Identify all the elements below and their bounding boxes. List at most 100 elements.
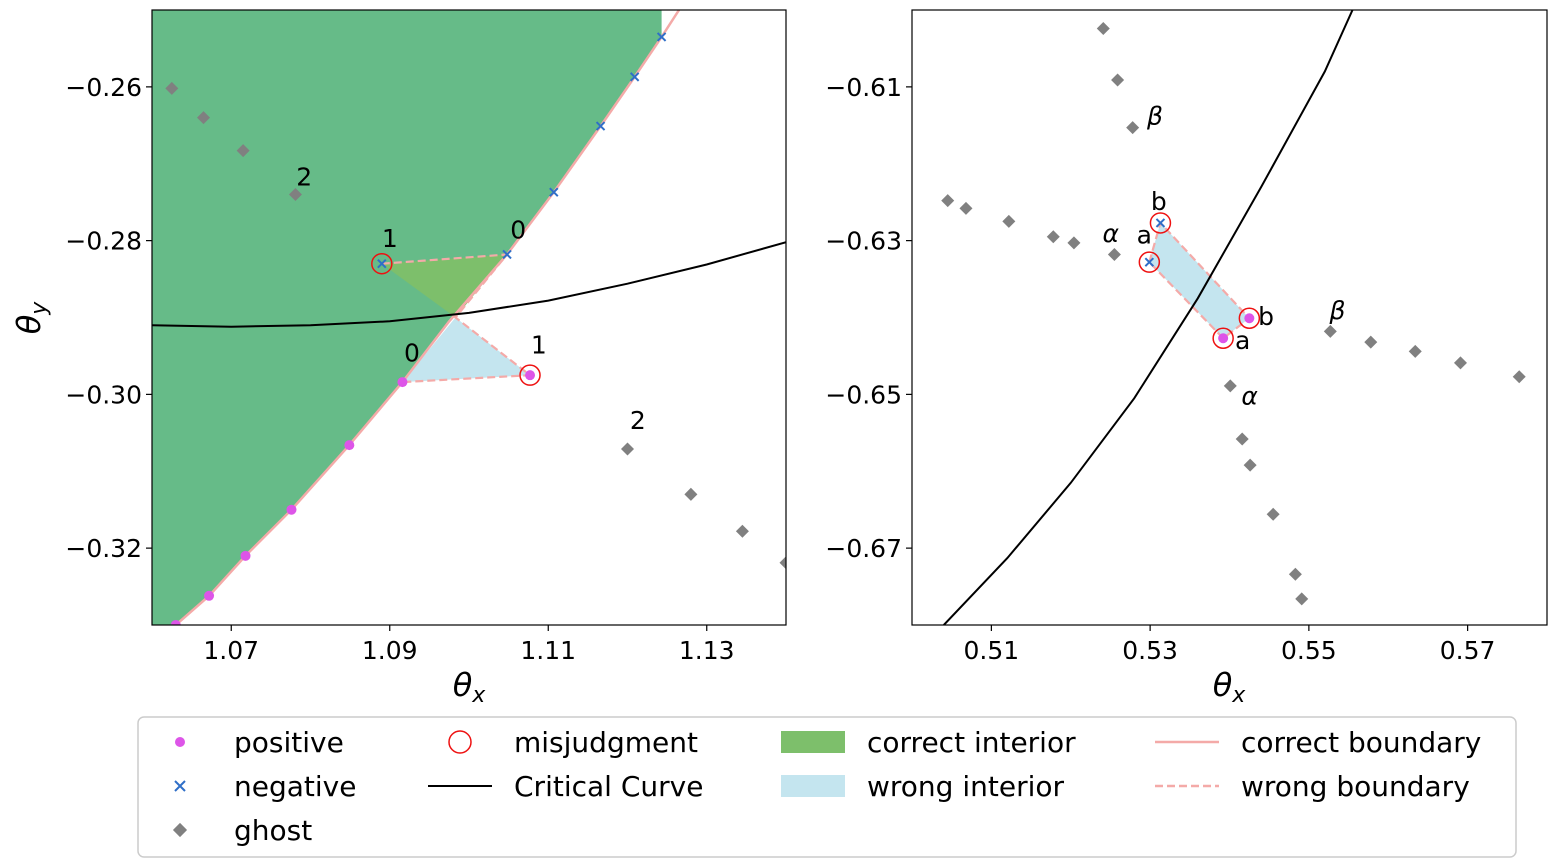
positive-point [286, 504, 297, 515]
y-tick-label: −0.67 [825, 534, 902, 563]
positive-point [170, 620, 181, 625]
x-tick-label: 1.13 [679, 636, 735, 665]
x-tick-label: 0.53 [1122, 636, 1178, 665]
misjudgment-circle [1238, 307, 1261, 330]
ghost-point [1453, 356, 1467, 370]
x-tick-label: 0.51 [964, 636, 1020, 665]
positive-point [240, 550, 251, 561]
ghost-point [1295, 592, 1309, 606]
ghost-point [1096, 21, 1110, 35]
legend-label: wrong interior [867, 770, 1065, 803]
misjudgment-circle [1149, 212, 1172, 234]
negative-point [1155, 218, 1166, 228]
x-tick-label: 0.57 [1440, 636, 1496, 665]
ghost-point [1111, 73, 1125, 87]
ghost-point [1107, 247, 1121, 261]
negative-point [377, 258, 387, 269]
point-annotation: α [1241, 381, 1258, 410]
left-axes-frame [151, 9, 787, 626]
right-axes-frame [911, 9, 1548, 626]
point-annotation: 0 [404, 338, 420, 367]
positive-point [344, 440, 355, 451]
positive-point [204, 590, 215, 601]
legend-entries: positive negative ghost misjudgment Critical… [172, 726, 1481, 847]
negative-point [502, 249, 512, 260]
y-tick-label: −0.30 [65, 380, 142, 409]
legend-misjudgment-marker [448, 730, 472, 754]
misjudgment-circle [1212, 327, 1234, 350]
legend-ghost-marker [172, 822, 188, 838]
legend-wrong-interior-patch [781, 775, 845, 797]
ghost-point [1408, 344, 1422, 358]
ghost-point [1288, 567, 1302, 581]
correct-interior-triangle [381, 254, 507, 318]
ghost-point [684, 487, 698, 501]
correct-interior-region [152, 10, 662, 625]
ghost-point [1512, 370, 1526, 384]
right-annotations: βbα ab βaα [1103, 102, 1346, 411]
legend-correct-interior-patch [781, 731, 845, 753]
left-x-axis-label: θx [453, 666, 487, 708]
right-plot-area [941, 10, 1526, 625]
left-panel: 1.07 1.09 1.11 1.13 −0.26 −0.28 −0.30 −0.32 2 1 0… [10, 9, 787, 708]
ghost-point [620, 442, 635, 456]
wrong-boundary-line [381, 253, 534, 384]
ghost-point [236, 144, 250, 158]
ghost-point [1067, 236, 1081, 250]
y-tick-label: −0.28 [65, 227, 142, 256]
right-ticks: 0.51 0.53 0.55 0.57 −0.61 −0.63 −0.65 −0.67 [825, 73, 1495, 665]
point-annotation: a [1137, 221, 1152, 250]
legend-label: Critical Curve [514, 770, 703, 803]
legend-label: ghost [234, 814, 312, 847]
x-tick-label: 1.07 [203, 636, 259, 665]
point-annotation: a [1235, 326, 1250, 355]
point-annotation: α [1103, 219, 1120, 248]
left-y-axis-label: θy [10, 301, 52, 335]
legend-label: correct interior [867, 726, 1076, 759]
positive-point [525, 370, 536, 381]
legend-positive-marker [175, 737, 185, 747]
legend-label: correct boundary [1241, 726, 1481, 759]
negative-point [595, 121, 606, 131]
point-annotation: 2 [630, 406, 646, 435]
y-tick-label: −0.32 [65, 534, 142, 563]
y-tick-label: −0.26 [65, 73, 142, 102]
y-tick-label: −0.65 [825, 380, 902, 409]
ghost-point [1126, 121, 1140, 135]
wrong-interior-triangle [402, 317, 530, 383]
legend-negative-marker [174, 780, 186, 792]
negative-point [1144, 257, 1155, 267]
legend-label: misjudgment [514, 726, 698, 759]
left-plot-area [152, 10, 786, 625]
point-annotation: 1 [531, 331, 547, 360]
legend-label: negative [234, 770, 356, 803]
right-x-axis-label: θx [1213, 666, 1247, 708]
negative-point [656, 32, 667, 42]
left-ticks: 1.07 1.09 1.11 1.13 −0.26 −0.28 −0.30 −0.32 [65, 73, 734, 665]
ghost-point [735, 524, 749, 538]
critical-curve [152, 241, 786, 328]
misjudgment-circle [371, 252, 393, 275]
ghost-point [1235, 432, 1249, 446]
ghost-point [1266, 507, 1280, 521]
legend-label: positive [234, 726, 344, 759]
ghost-point [941, 194, 955, 208]
legend-label: wrong boundary [1241, 770, 1470, 803]
negative-point [629, 72, 640, 82]
ghost-point [288, 187, 302, 202]
ghost-point [1323, 324, 1337, 338]
point-annotation: 0 [510, 215, 526, 244]
point-annotation: 1 [382, 224, 398, 253]
ghost-point [779, 556, 786, 570]
wrong-interior-band [1149, 222, 1250, 339]
point-annotation: b [1151, 187, 1167, 216]
ghost-point [1223, 379, 1237, 393]
y-tick-label: −0.61 [825, 73, 902, 102]
ghost-point [959, 201, 973, 215]
x-tick-label: 0.55 [1281, 636, 1337, 665]
negative-point [549, 187, 559, 197]
x-tick-label: 1.11 [520, 636, 576, 665]
left-annotations: 2 1 0 0 1 2 [296, 162, 646, 435]
positive-point [397, 377, 408, 388]
